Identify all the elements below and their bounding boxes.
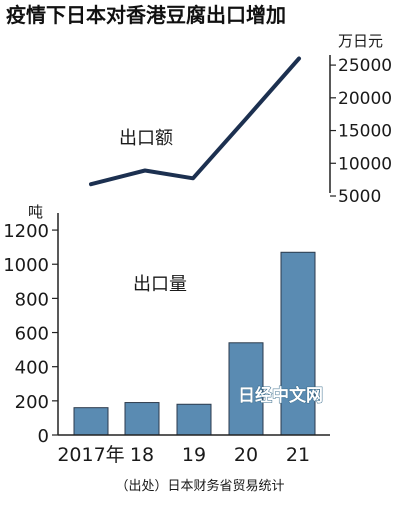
bar-unit-label: 吨 [28, 203, 43, 221]
bar-y-tick-label: 1000 [3, 255, 49, 276]
bar-x-tick-label: 21 [286, 444, 310, 466]
bar-y-tick-label: 800 [15, 289, 49, 310]
bar-series-label: 出口量 [133, 274, 187, 295]
bar-x-ticks: 2017年 18 19 20 21 [57, 444, 310, 466]
bar [176, 403, 212, 436]
export-volume-bar-chart: 吨 1200 1000 800 600 400 200 0 2017年 18 19 20 21 出口… [3, 203, 330, 466]
source-note: （出处）日本财务省贸易统计 [115, 478, 284, 494]
bar [124, 402, 160, 436]
bar [228, 342, 264, 436]
bar-x-tick-label: 2017年 [57, 444, 124, 466]
bar-x-tick-label: 19 [182, 444, 206, 466]
bar [280, 251, 316, 436]
line-y-ticks: 25000 20000 15000 10000 5000 [330, 56, 392, 207]
line-unit-label: 万日元 [338, 32, 383, 50]
bar-y-tick-label: 200 [15, 392, 49, 413]
line-y-tick-label: 5000 [338, 187, 381, 207]
bar-x-tick-label: 20 [234, 444, 258, 466]
export-value-line-chart: 25000 20000 15000 10000 5000 万日元 出口额 [89, 32, 392, 207]
line-y-tick-label: 25000 [338, 56, 392, 76]
bar-y-tick-label: 1200 [3, 221, 49, 242]
chart-title: 疫情下日本对香港豆腐出口增加 [6, 3, 286, 27]
line-series-label: 出口额 [119, 128, 173, 149]
watermark-text: 日经中文网 [238, 385, 323, 406]
bar-y-tick-label: 0 [38, 426, 49, 447]
export-value-line [89, 56, 301, 187]
bars [73, 251, 316, 436]
line-y-tick-label: 10000 [338, 154, 392, 174]
bar-y-tick-label: 400 [15, 358, 49, 379]
bar [73, 407, 109, 436]
bar-y-ticks: 1200 1000 800 600 400 200 0 [3, 221, 58, 447]
line-y-tick-label: 20000 [338, 89, 392, 109]
bar-x-tick-label: 18 [130, 444, 154, 466]
bar-y-tick-label: 600 [15, 324, 49, 345]
line-y-tick-label: 15000 [338, 122, 392, 142]
